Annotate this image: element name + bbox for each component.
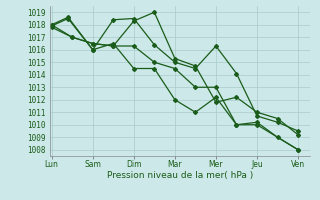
- X-axis label: Pression niveau de la mer( hPa ): Pression niveau de la mer( hPa ): [107, 171, 253, 180]
